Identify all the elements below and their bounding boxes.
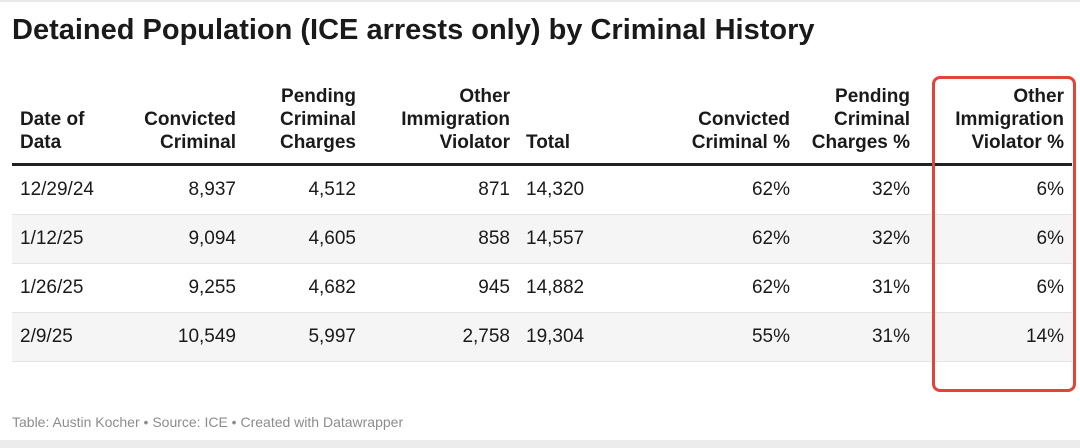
cell-pending-criminal-charges: 4,605 [244, 214, 364, 264]
highlight-box [932, 76, 1076, 392]
cell-convicted-criminal-pct: 62% [618, 263, 798, 313]
cell-total: 14,557 [518, 214, 618, 264]
cell-total: 14,882 [518, 263, 618, 313]
cell-other-immigration-violator: 871 [364, 164, 518, 215]
cell-convicted-criminal-pct: 62% [618, 214, 798, 264]
table-row: 1/12/25 9,094 4,605 858 14,557 62% 32% 6% [12, 214, 1072, 264]
column-header-pending-criminal-charges-pct: Pending Criminal Charges % [798, 82, 918, 166]
cell-date-of-data: 1/12/25 [12, 214, 116, 264]
top-border [0, 0, 1080, 2]
column-header-total: Total [518, 82, 618, 166]
cell-convicted-criminal-pct: 55% [618, 312, 798, 362]
cell-total: 14,320 [518, 164, 618, 215]
header-row: Date of Data Convicted Criminal Pending Cr… [12, 82, 1072, 166]
footer-credit: Table: Austin Kocher • Source: ICE • Cre… [12, 414, 404, 430]
cell-other-immigration-violator: 858 [364, 214, 518, 264]
cell-pending-criminal-charges: 4,512 [244, 164, 364, 215]
column-header-date-of-data: Date of Data [12, 82, 116, 166]
cell-convicted-criminal: 8,937 [116, 164, 244, 215]
column-header-pending-criminal-charges: Pending Criminal Charges [244, 82, 364, 166]
cell-other-immigration-violator: 945 [364, 263, 518, 313]
bottom-border [0, 440, 1080, 448]
table-body: 12/29/24 8,937 4,512 871 14,320 62% 32% 6% 1/12/… [12, 164, 1072, 362]
cell-pending-criminal-charges-pct: 32% [798, 164, 918, 215]
cell-pending-criminal-charges-pct: 31% [798, 263, 918, 313]
cell-convicted-criminal: 10,549 [116, 312, 244, 362]
column-header-convicted-criminal: Convicted Criminal [116, 82, 244, 166]
cell-date-of-data: 12/29/24 [12, 164, 116, 215]
cell-other-immigration-violator-pct: 6% [918, 263, 1072, 313]
table-row: 2/9/25 10,549 5,997 2,758 19,304 55% 31% 14% [12, 312, 1072, 362]
table-row: 12/29/24 8,937 4,512 871 14,320 62% 32% 6% [12, 164, 1072, 215]
cell-pending-criminal-charges-pct: 32% [798, 214, 918, 264]
cell-other-immigration-violator-pct: 14% [918, 312, 1072, 362]
cell-convicted-criminal: 9,094 [116, 214, 244, 264]
column-header-other-immigration-violator-pct: Other Immigration Violator % [918, 82, 1072, 166]
cell-date-of-data: 1/26/25 [12, 263, 116, 313]
cell-pending-criminal-charges: 5,997 [244, 312, 364, 362]
column-header-convicted-criminal-pct: Convicted Criminal % [618, 82, 798, 166]
cell-other-immigration-violator: 2,758 [364, 312, 518, 362]
column-header-other-immigration-violator: Other Immigration Violator [364, 82, 518, 166]
cell-pending-criminal-charges-pct: 31% [798, 312, 918, 362]
cell-date-of-data: 2/9/25 [12, 312, 116, 362]
table-title: Detained Population (ICE arrests only) b… [12, 14, 815, 46]
cell-total: 19,304 [518, 312, 618, 362]
table-row: 1/26/25 9,255 4,682 945 14,882 62% 31% 6% [12, 263, 1072, 313]
data-table: Date of Data Convicted Criminal Pending Cr… [12, 82, 1072, 362]
cell-pending-criminal-charges: 4,682 [244, 263, 364, 313]
cell-other-immigration-violator-pct: 6% [918, 164, 1072, 215]
cell-convicted-criminal: 9,255 [116, 263, 244, 313]
cell-other-immigration-violator-pct: 6% [918, 214, 1072, 264]
cell-convicted-criminal-pct: 62% [618, 164, 798, 215]
